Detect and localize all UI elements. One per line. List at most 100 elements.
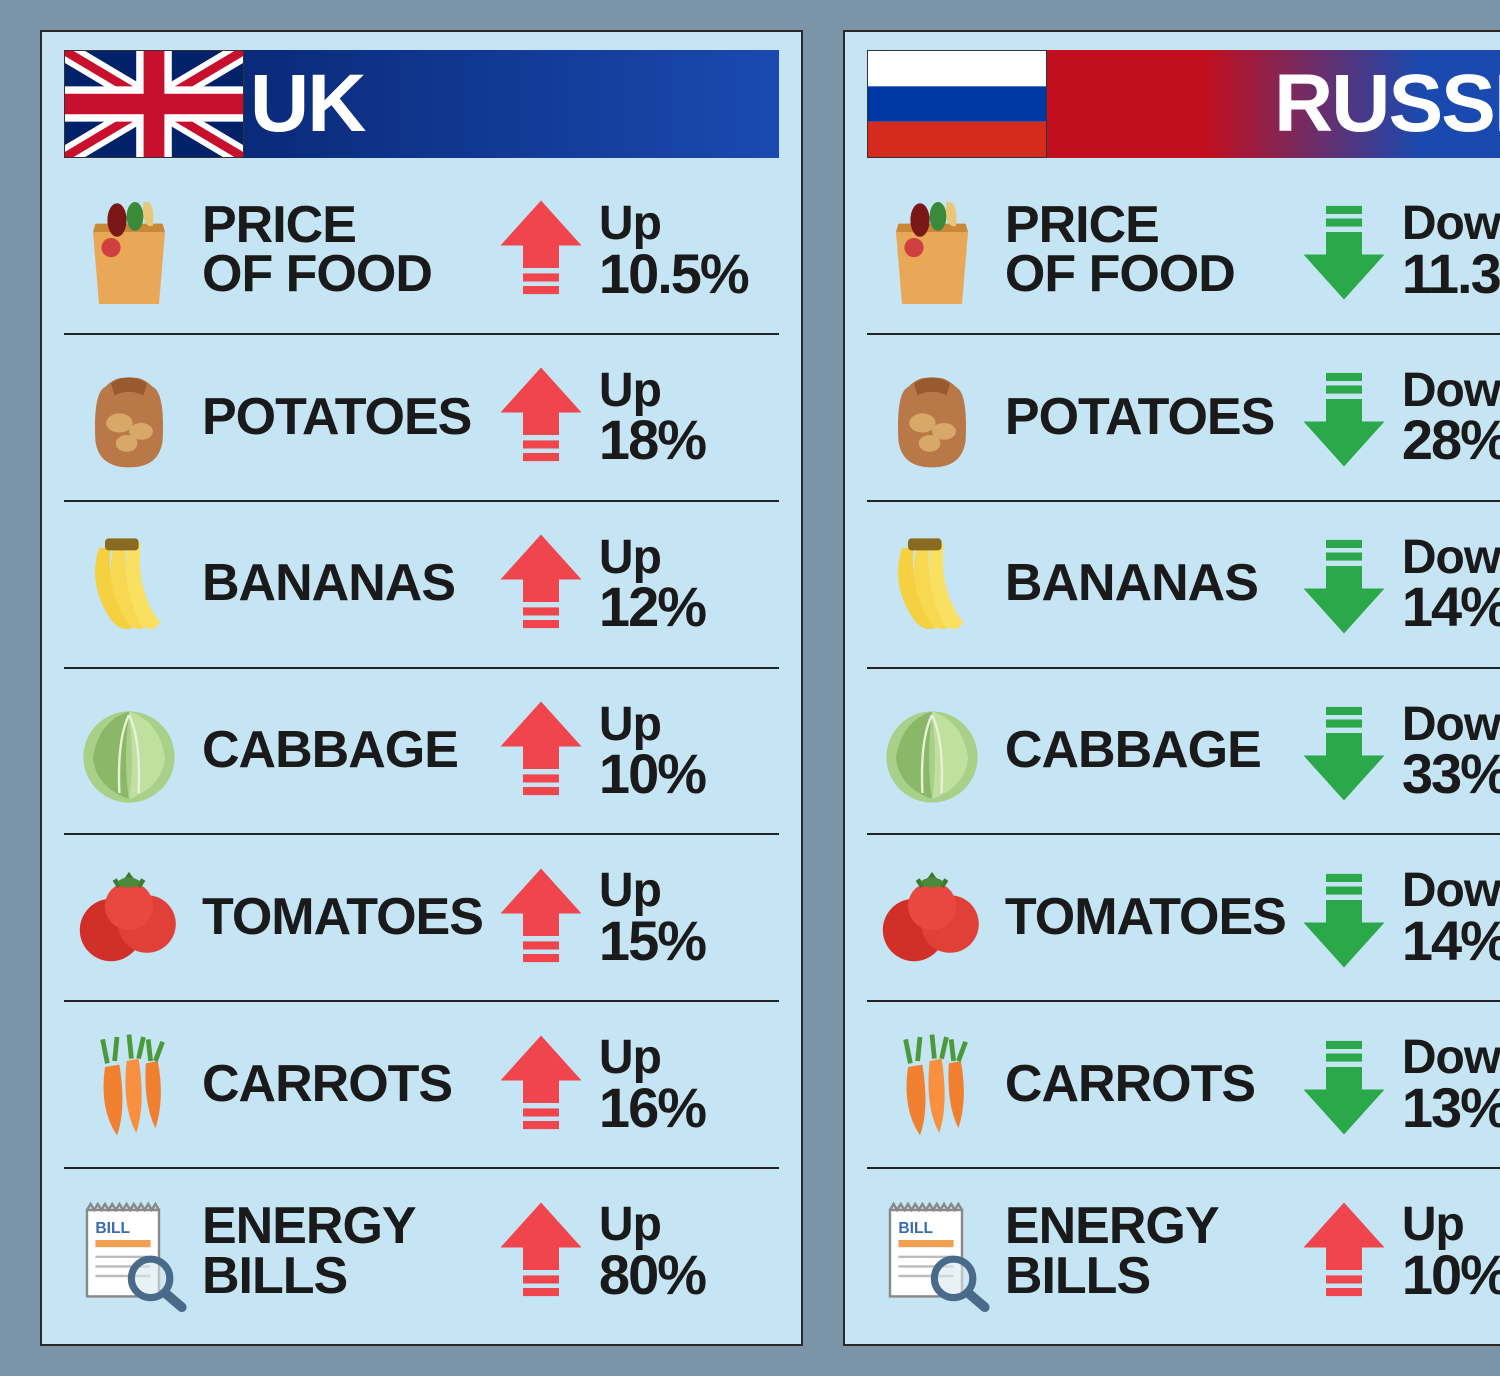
cabbage-icon bbox=[64, 686, 194, 816]
tomatoes-icon bbox=[64, 853, 194, 983]
price-row: CARROTSUp16% bbox=[64, 1002, 779, 1169]
direction-label: Up bbox=[599, 868, 779, 914]
direction-label: Up bbox=[599, 368, 779, 414]
down-arrow-icon bbox=[1294, 1020, 1394, 1150]
price-row: BILL ENERGYBILLS Up10% bbox=[867, 1169, 1500, 1334]
row-value: Down28% bbox=[1402, 368, 1500, 467]
price-row: BILL ENERGYBILLS Up80% bbox=[64, 1169, 779, 1334]
row-value: Up80% bbox=[599, 1202, 779, 1301]
percent-label: 13% bbox=[1402, 1081, 1500, 1134]
row-label: PRICEOF FOOD bbox=[1005, 201, 1286, 300]
percent-label: 15% bbox=[599, 914, 779, 967]
row-label: BANANAS bbox=[1005, 559, 1286, 608]
svg-text:BILL: BILL bbox=[95, 1219, 130, 1236]
direction-label: Up bbox=[1402, 1202, 1500, 1248]
percent-label: 14% bbox=[1402, 914, 1500, 967]
direction-label: Down bbox=[1402, 1035, 1500, 1081]
row-value: Up10.5% bbox=[599, 201, 779, 300]
direction-label: Down bbox=[1402, 368, 1500, 414]
up-arrow-icon bbox=[1294, 1187, 1394, 1317]
percent-label: 10% bbox=[599, 747, 779, 800]
row-value: Up10% bbox=[1402, 1202, 1500, 1301]
down-arrow-icon bbox=[1294, 853, 1394, 983]
row-value: Up18% bbox=[599, 368, 779, 467]
percent-label: 10.5% bbox=[599, 247, 779, 300]
row-value: Up15% bbox=[599, 868, 779, 967]
percent-label: 28% bbox=[1402, 413, 1500, 466]
row-label: TOMATOES bbox=[1005, 893, 1286, 942]
price-row: TOMATOES Down14% bbox=[867, 835, 1500, 1002]
row-value: Down33% bbox=[1402, 702, 1500, 801]
row-label: POTATOES bbox=[202, 393, 483, 442]
percent-label: 11.3% bbox=[1402, 247, 1500, 300]
panel-title: UK bbox=[244, 50, 779, 158]
panel-title: RUSSIA bbox=[1047, 50, 1500, 158]
direction-label: Up bbox=[599, 535, 779, 581]
panel-header-russia: RUSSIA bbox=[867, 50, 1500, 158]
row-label: CABBAGE bbox=[1005, 726, 1286, 775]
down-arrow-icon bbox=[1294, 519, 1394, 649]
direction-label: Up bbox=[599, 1035, 779, 1081]
direction-label: Up bbox=[599, 702, 779, 748]
russia-flag-icon bbox=[867, 50, 1047, 158]
price-row: CARROTS Down13% bbox=[867, 1002, 1500, 1169]
bill-icon: BILL bbox=[64, 1187, 194, 1317]
price-row: BANANAS Up12% bbox=[64, 502, 779, 669]
cabbage-icon bbox=[867, 686, 997, 816]
carrots-icon bbox=[64, 1020, 194, 1150]
row-value: Down14% bbox=[1402, 868, 1500, 967]
grocery-bag-icon bbox=[64, 185, 194, 315]
up-arrow-icon bbox=[491, 1020, 591, 1150]
down-arrow-icon bbox=[1294, 352, 1394, 482]
panel-header-uk: UK bbox=[64, 50, 779, 158]
bananas-icon bbox=[867, 519, 997, 649]
up-arrow-icon bbox=[491, 853, 591, 983]
uk-flag-icon bbox=[64, 50, 244, 158]
percent-label: 16% bbox=[599, 1081, 779, 1134]
direction-label: Up bbox=[599, 1202, 779, 1248]
bananas-icon bbox=[64, 519, 194, 649]
panel-russia: RUSSIA PRICEOF FOODDown11.3%POTATOESDown… bbox=[843, 30, 1500, 1346]
percent-label: 10% bbox=[1402, 1248, 1500, 1301]
up-arrow-icon bbox=[491, 519, 591, 649]
row-value: Down11.3% bbox=[1402, 201, 1500, 300]
row-value: Up16% bbox=[599, 1035, 779, 1134]
percent-label: 80% bbox=[599, 1248, 779, 1301]
row-label: ENERGYBILLS bbox=[202, 1202, 483, 1301]
percent-label: 12% bbox=[599, 580, 779, 633]
down-arrow-icon bbox=[1294, 185, 1394, 315]
price-row: PRICEOF FOOD Down11.3% bbox=[867, 168, 1500, 335]
row-value: Down14% bbox=[1402, 535, 1500, 634]
direction-label: Down bbox=[1402, 702, 1500, 748]
price-row: CABBAGE Down33% bbox=[867, 669, 1500, 836]
row-label: PRICEOF FOOD bbox=[202, 201, 483, 300]
direction-label: Down bbox=[1402, 868, 1500, 914]
price-row: BANANAS Down14% bbox=[867, 502, 1500, 669]
row-label: BANANAS bbox=[202, 559, 483, 608]
direction-label: Down bbox=[1402, 201, 1500, 247]
down-arrow-icon bbox=[1294, 686, 1394, 816]
up-arrow-icon bbox=[491, 1187, 591, 1317]
carrots-icon bbox=[867, 1020, 997, 1150]
up-arrow-icon bbox=[491, 686, 591, 816]
row-value: Up10% bbox=[599, 702, 779, 801]
panel-uk: UK PRICEOF FOODUp10.5%POTATOESUp18%BANAN… bbox=[40, 30, 803, 1346]
potato-sack-icon bbox=[64, 352, 194, 482]
up-arrow-icon bbox=[491, 185, 591, 315]
potato-sack-icon bbox=[867, 352, 997, 482]
percent-label: 14% bbox=[1402, 580, 1500, 633]
row-label: CARROTS bbox=[1005, 1060, 1286, 1109]
price-row: PRICEOF FOOD Up10.5% bbox=[64, 168, 779, 335]
bill-icon: BILL bbox=[867, 1187, 997, 1317]
direction-label: Down bbox=[1402, 535, 1500, 581]
price-row: TOMATOESUp15% bbox=[64, 835, 779, 1002]
row-label: POTATOES bbox=[1005, 393, 1286, 442]
percent-label: 18% bbox=[599, 413, 779, 466]
svg-text:BILL: BILL bbox=[898, 1219, 933, 1236]
row-label: CABBAGE bbox=[202, 726, 483, 775]
grocery-bag-icon bbox=[867, 185, 997, 315]
tomatoes-icon bbox=[867, 853, 997, 983]
row-value: Down13% bbox=[1402, 1035, 1500, 1134]
price-row: POTATOES Up18% bbox=[64, 335, 779, 502]
row-label: ENERGYBILLS bbox=[1005, 1202, 1286, 1301]
